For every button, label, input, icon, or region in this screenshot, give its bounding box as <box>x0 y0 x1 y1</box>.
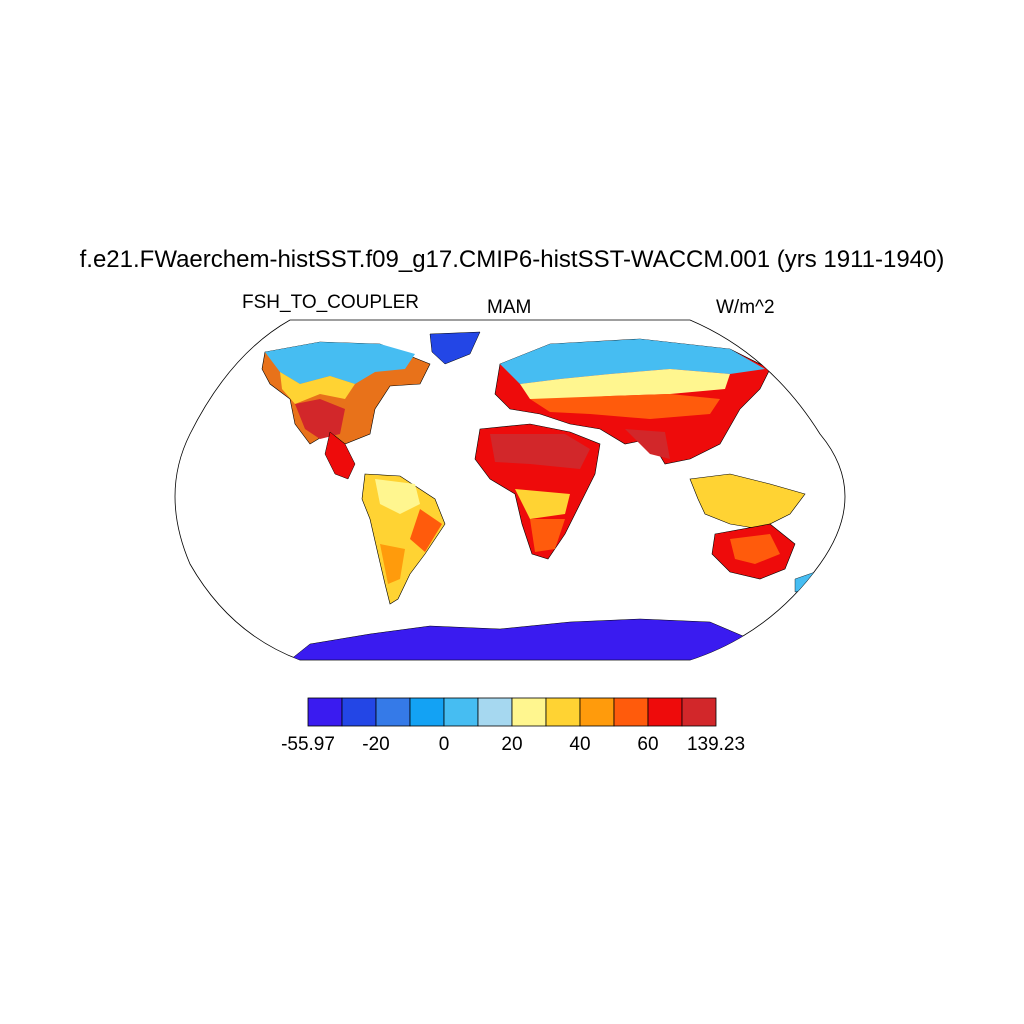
colorbar-box <box>511 697 547 727</box>
colorbar-tick-label: 20 <box>501 734 523 755</box>
colorbar-tick-label: -55.97 <box>281 734 335 755</box>
australia <box>689 473 816 593</box>
north-america <box>261 331 481 480</box>
colorbar-tick-label: 0 <box>438 734 450 755</box>
colorbar <box>307 697 717 727</box>
variable-label: FSH_TO_COUPLER <box>242 292 420 313</box>
colorbar-box <box>647 697 683 727</box>
eurasia <box>494 338 771 465</box>
antarctica <box>289 618 751 660</box>
colorbar-box <box>477 697 513 727</box>
colorbar-box <box>307 697 343 727</box>
plot-title: f.e21.FWaerchem-histSST.f09_g17.CMIP6-hi… <box>79 246 945 273</box>
colorbar-tick-label: -20 <box>362 734 390 755</box>
colorbar-box <box>341 697 377 727</box>
colorbar-box <box>613 697 649 727</box>
season-label: MAM <box>487 297 532 318</box>
africa <box>474 423 601 560</box>
world-map <box>174 319 846 661</box>
colorbar-tick-label: 139.23 <box>686 734 746 755</box>
colorbar-box <box>681 697 717 727</box>
colorbar-tick-label: 40 <box>569 734 591 755</box>
colorbar-box <box>545 697 581 727</box>
units-label: W/m^2 <box>716 297 775 318</box>
south-america <box>361 473 446 605</box>
colorbar-box <box>409 697 445 727</box>
colorbar-box <box>443 697 479 727</box>
colorbar-tick-label: 60 <box>637 734 659 755</box>
colorbar-box <box>579 697 615 727</box>
colorbar-box <box>375 697 411 727</box>
